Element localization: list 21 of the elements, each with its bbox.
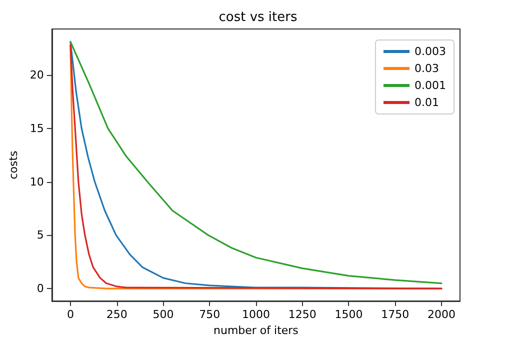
y-tick-label: 20 <box>30 68 44 82</box>
x-tick-label: 750 <box>199 308 220 321</box>
legend-label: 0.001 <box>414 79 446 92</box>
x-tick-label: 1000 <box>242 308 270 321</box>
x-tick-label: 1750 <box>381 308 410 321</box>
y-tick-label: 15 <box>30 122 44 135</box>
x-tick-label: 500 <box>152 308 174 321</box>
legend-label: 0.01 <box>414 96 440 109</box>
x-axis-title: number of iters <box>213 324 299 337</box>
x-tick-label: 0 <box>66 308 74 321</box>
y-axis-title: costs <box>7 150 20 180</box>
y-tick-label: 10 <box>30 175 44 188</box>
x-tick-label: 1500 <box>334 308 363 321</box>
chart-title: cost vs iters <box>218 10 298 25</box>
legend-label: 0.003 <box>414 45 446 58</box>
y-tick-label: 0 <box>36 282 44 296</box>
x-tick-label: 250 <box>106 308 128 321</box>
y-tick-label: 5 <box>36 228 44 242</box>
x-tick-label: 1250 <box>288 308 316 321</box>
legend-label: 0.03 <box>414 62 440 75</box>
x-tick-label: 2000 <box>427 308 456 321</box>
